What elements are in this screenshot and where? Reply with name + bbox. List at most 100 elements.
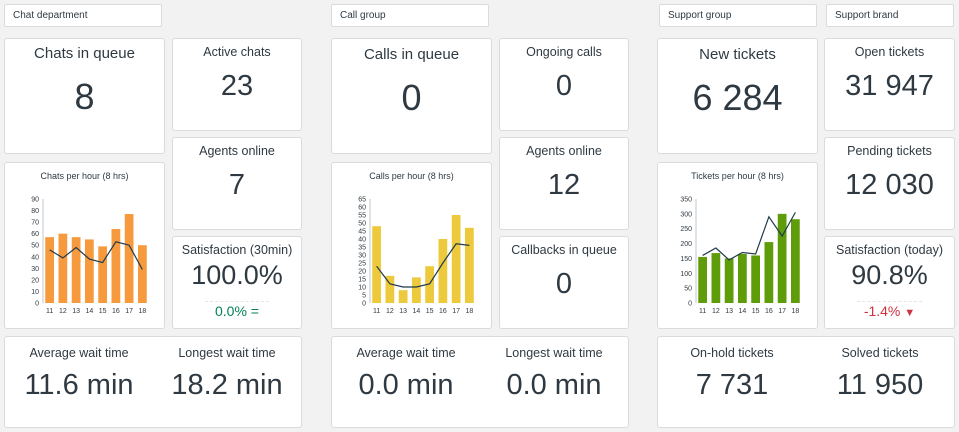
avg-wait-value: 11.6 min [24,369,134,401]
chat-satisfaction-card: Satisfaction (30min) 100.0% 0.0% = [172,236,302,329]
y-tick-label: 0 [35,301,39,308]
solved-section: Solved tickets 11 950 [806,337,954,427]
x-tick-label: 16 [112,308,120,315]
bar [738,253,747,303]
bar [425,266,434,303]
calls-in-queue-label: Calls in queue [363,46,460,63]
support-brand-select[interactable]: Support brand [826,4,954,27]
pending-tickets-value: 12 030 [845,169,934,201]
y-tick-label: 100 [680,271,692,278]
x-tick-label: 17 [778,308,786,315]
new-tickets-value: 6 284 [692,77,783,118]
longest-wait-value: 18.2 min [171,369,283,401]
longest-wait-section: Longest wait time 18.2 min [153,337,301,427]
agents-online-value: 7 [228,169,246,201]
x-tick-label: 13 [399,308,407,315]
chats-in-queue-card: Chats in queue 8 [4,38,165,154]
y-tick-label: 250 [680,226,692,233]
bar [791,219,800,303]
x-tick-label: 12 [386,308,394,315]
chart-title: Tickets per hour (8 hrs) [691,171,784,181]
y-tick-label: 300 [680,211,692,218]
x-tick-label: 13 [725,308,733,315]
y-tick-label: 10 [31,289,39,296]
x-tick-label: 12 [59,308,67,315]
calls-wait-time-card: Average wait time 0.0 min Longest wait t… [331,336,629,428]
y-tick-label: 350 [680,197,692,204]
support-group-select[interactable]: Support group [659,4,817,27]
x-tick-label: 11 [373,308,380,315]
x-tick-label: 17 [452,308,460,315]
bar [124,214,134,303]
satisfaction-change-row: -1.4% ▼ [825,303,954,319]
open-tickets-value: 31 947 [845,70,934,102]
trend-line [49,241,143,270]
ongoing-calls-card: Ongoing calls 0 [499,38,629,131]
open-tickets-label: Open tickets [854,45,925,59]
onhold-tickets-value: 7 731 [695,369,769,401]
ongoing-calls-value: 0 [555,70,573,102]
satisfaction-change: 0.0% = [215,303,259,319]
y-tick-label: 80 [31,208,39,215]
trend-line [702,212,796,261]
callbacks-label: Callbacks in queue [511,243,617,257]
bar [724,258,734,303]
x-tick-label: 18 [791,308,799,315]
bar [98,246,107,303]
calls-in-queue-card: Calls in queue 0 [331,38,492,154]
y-tick-label: 0 [688,301,692,308]
pending-tickets-label: Pending tickets [847,144,932,158]
bar [45,237,54,303]
x-tick-label: 14 [738,308,746,315]
y-tick-label: 50 [31,243,39,250]
chats-per-hour-chart: 0 10 20 30 40 50 60 70 80 90 11 12 13 14 15 16 17 18 [31,197,147,315]
active-chats-value: 23 [220,70,254,102]
y-tick-label: 20 [358,269,366,276]
avg-wait-label: Average wait time [29,346,129,360]
avg-wait-value: 0.0 min [358,369,454,401]
y-tick-label: 35 [358,245,366,252]
chat-agents-online-card: Agents online 7 [172,137,302,230]
x-tick-label: 15 [99,308,107,315]
y-tick-label: 25 [358,261,366,268]
avg-wait-label: Average wait time [356,346,456,360]
satisfaction-value: 90.8% [851,260,928,290]
agents-online-label: Agents online [526,144,602,158]
y-tick-label: 150 [680,256,692,263]
down-triangle-icon: ▼ [904,307,916,319]
longest-wait-section: Longest wait time 0.0 min [480,337,628,427]
chats-per-hour-card: Chats per hour (8 hrs) 0 10 20 30 40 50 60 70 80… [4,162,165,329]
new-tickets-card: New tickets 6 284 [657,38,818,154]
tickets-per-hour-card: Tickets per hour (8 hrs) 0 50 100 150 200 250… [657,162,818,329]
y-tick-label: 65 [358,197,366,204]
y-tick-label: 30 [358,253,366,260]
bar [711,253,721,303]
bar [385,275,395,303]
y-tick-label: 60 [31,231,39,238]
y-tick-label: 55 [358,213,366,220]
x-tick-label: 11 [46,308,53,315]
y-tick-label: 5 [362,293,366,300]
onhold-tickets-label: On-hold tickets [690,346,774,360]
y-tick-label: 20 [31,277,39,284]
avg-wait-section: Average wait time 11.6 min [5,337,153,427]
x-tick-label: 14 [412,308,420,315]
bar [138,245,147,303]
x-tick-label: 15 [426,308,434,315]
x-tick-label: 12 [712,308,720,315]
agents-online-value: 12 [547,169,581,201]
call-group-select[interactable]: Call group [331,4,489,27]
bar [111,229,121,303]
callbacks-value: 0 [555,268,573,300]
x-tick-label: 13 [72,308,80,315]
solved-tickets-value: 11 950 [836,369,924,401]
satisfaction-change: -1.4% [863,303,901,319]
x-tick-label: 17 [125,308,133,315]
divider [205,301,269,302]
calls-agents-online-card: Agents online 12 [499,137,629,230]
chat-department-select[interactable]: Chat department [4,4,162,27]
bar [764,242,774,303]
x-tick-label: 18 [465,308,473,315]
bar [451,215,461,303]
callbacks-in-queue-card: Callbacks in queue 0 [499,236,629,329]
